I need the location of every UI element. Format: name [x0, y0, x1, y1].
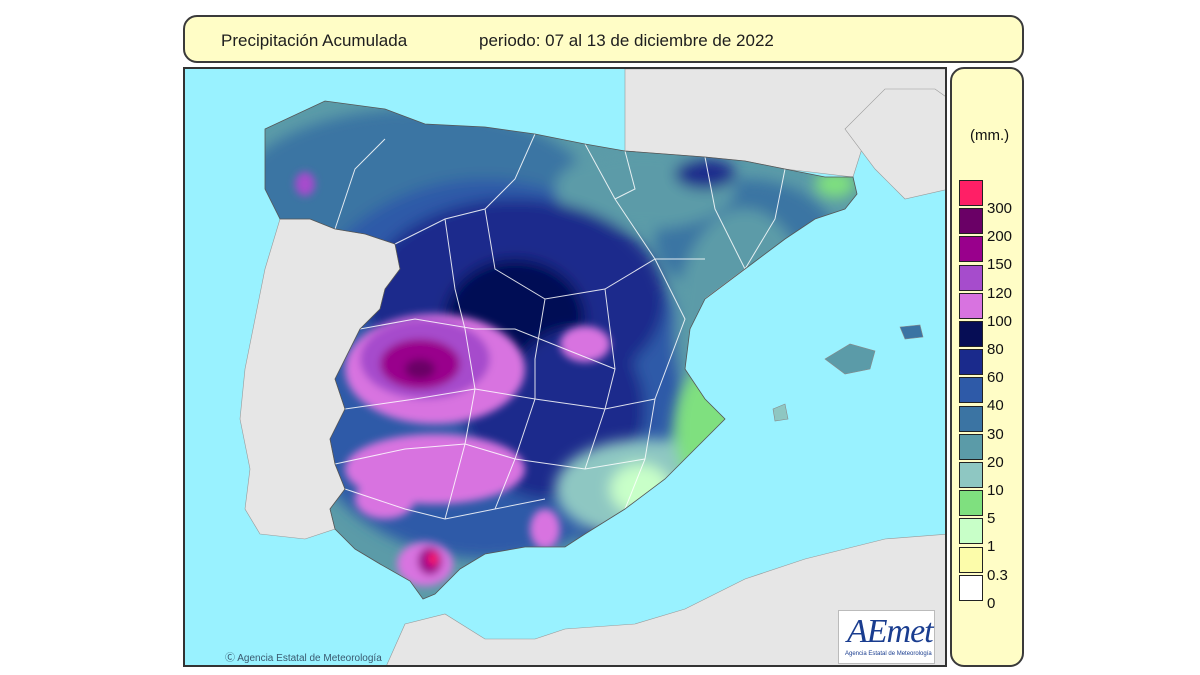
- legend-label: 150: [987, 256, 1013, 274]
- legend: (mm.) 300 200 150 120 100 80 60 40 30 20 10 5 1 0.3 0: [950, 67, 1024, 667]
- legend-swatch: [959, 264, 983, 291]
- legend-swatch: [959, 574, 983, 601]
- legend-swatch: [959, 405, 983, 432]
- legend-label: 200: [987, 228, 1013, 246]
- legend-label: 80: [987, 341, 1004, 358]
- legend-swatch: [959, 462, 983, 488]
- land-areas: [239, 69, 945, 665]
- legend-label: 120: [987, 284, 1013, 302]
- logo-subtitle: Agencia Estatal de Meteorología: [845, 651, 932, 657]
- legend-label: 5: [987, 510, 996, 528]
- legend-swatch: [959, 349, 983, 376]
- period-label: periodo: 07 al 13 de diciembre de 2022: [479, 31, 774, 50]
- legend-label: 0: [987, 594, 996, 612]
- legend-swatch: [959, 292, 983, 319]
- legend-swatch: [959, 490, 983, 517]
- legend-label: 20: [987, 453, 1004, 471]
- legend-swatch: [959, 236, 983, 263]
- legend-label: 300: [987, 200, 1013, 217]
- map-svg: [239, 69, 945, 665]
- legend-label: 40: [987, 397, 1004, 415]
- legend-label: 100: [987, 312, 1013, 330]
- title-bar: Precipitación Acumulada periodo: 07 al 1…: [183, 15, 1024, 63]
- legend-label: 0.3: [987, 566, 1008, 584]
- legend-swatch: [959, 433, 983, 460]
- legend-swatch: [959, 546, 983, 573]
- credit-text: Agencia Estatal de Meteorología: [237, 653, 382, 664]
- logo-text: AEmet: [847, 613, 934, 650]
- aemet-logo: AEmet Agencia Estatal de Meteorología: [838, 610, 935, 664]
- legend-label: 30: [987, 425, 1004, 443]
- copyright-credit: Ⓒ Agencia Estatal de Meteorología: [225, 653, 382, 664]
- precipitation-map: Ⓒ Agencia Estatal de Meteorología AEmet …: [183, 67, 947, 667]
- legend-unit: (mm.): [970, 127, 1010, 144]
- legend-label: 60: [987, 369, 1004, 387]
- iberia-coastline: [264, 100, 858, 600]
- balearic-islands: [772, 324, 924, 422]
- precipitation-field: [265, 101, 857, 599]
- legend-label: 10: [987, 482, 1004, 499]
- legend-swatch: [959, 377, 983, 404]
- legend-label: 1: [987, 538, 996, 556]
- legend-swatch: [959, 208, 983, 235]
- legend-swatch: [959, 180, 983, 206]
- legend-swatch: [959, 518, 983, 545]
- legend-swatch: [959, 321, 983, 347]
- map-title: Precipitación Acumulada: [221, 31, 408, 50]
- province-borders: [334, 133, 786, 520]
